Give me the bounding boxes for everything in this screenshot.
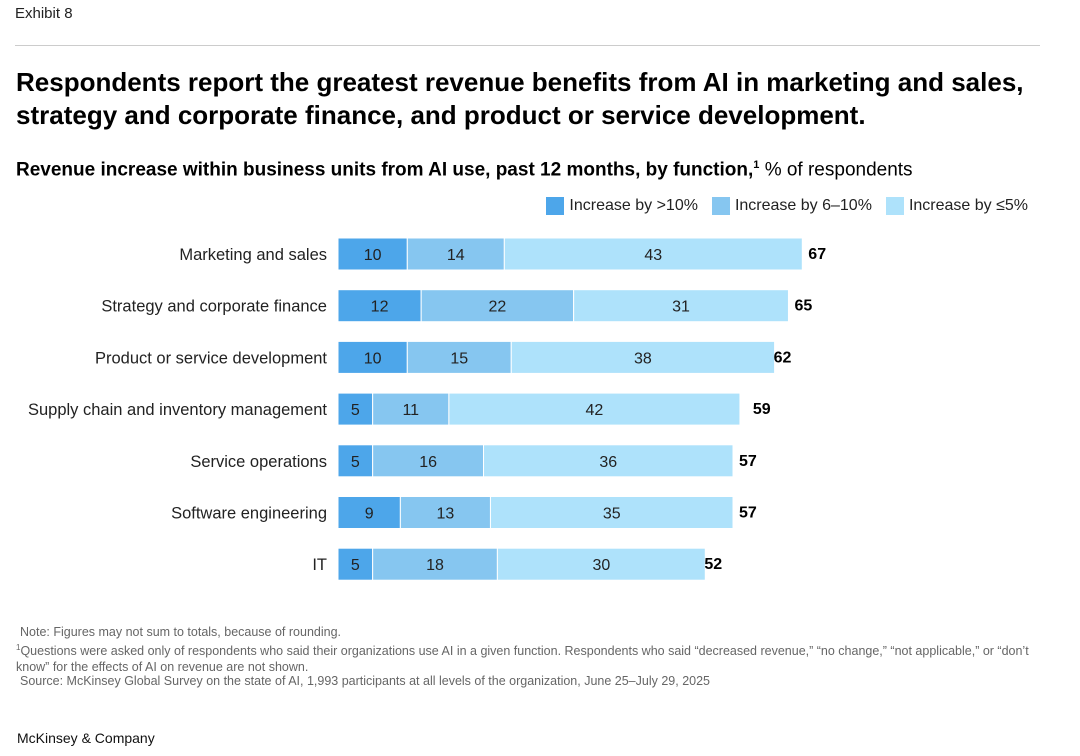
bar-segment: [448, 392, 741, 426]
data-label: 30: [592, 557, 610, 574]
footnote-mark: 1: [16, 643, 21, 652]
data-label: 35: [603, 506, 621, 523]
legend-swatch: [546, 197, 565, 215]
legend-item: Increase by >10%: [546, 197, 698, 215]
data-label: 38: [634, 350, 652, 367]
total-label: 67: [808, 246, 826, 263]
bar-segment: [372, 547, 498, 581]
data-label: 14: [447, 247, 465, 264]
divider: [15, 45, 1040, 46]
bar-chart: Marketing and sales 10 14 43 67 Strategy and …: [28, 237, 826, 581]
footnote-ref: 1: [753, 159, 760, 171]
data-label: 15: [450, 350, 468, 367]
data-label: 22: [488, 299, 506, 316]
bar-segment: [503, 237, 803, 271]
legend-swatch: [711, 197, 730, 215]
data-label: 36: [599, 454, 617, 471]
data-label: 13: [437, 506, 455, 523]
bar-segment: [337, 547, 374, 581]
data-label: 18: [426, 557, 444, 574]
data-label: 12: [371, 299, 389, 316]
data-label: 5: [351, 557, 360, 574]
bar-segment: [420, 289, 575, 323]
category-label: Marketing and sales: [179, 246, 327, 264]
data-label: 10: [364, 350, 382, 367]
total-label: 65: [794, 298, 812, 315]
bar-segment: [573, 289, 789, 323]
footnote: 1Questions were asked only of respondent…: [16, 640, 1046, 675]
legend-swatch: [885, 197, 904, 215]
chart-title: Revenue increase within business units f…: [16, 159, 913, 181]
bar-segment: [337, 237, 408, 271]
data-label: 10: [364, 247, 382, 264]
footnote-text: Questions were asked only of respondents…: [16, 644, 1029, 675]
legend-label: Increase by 6–10%: [734, 197, 872, 214]
bar-segment: [372, 444, 485, 478]
data-label: 42: [586, 402, 604, 419]
bar-segment: [483, 444, 734, 478]
category-label: Service operations: [190, 453, 327, 471]
note: Note: Figures may not sum to totals, bec…: [20, 625, 342, 639]
chart-unit: % of respondents: [764, 159, 913, 181]
legend-item: Increase by ≤5%: [885, 197, 1028, 215]
bar-segment: [337, 392, 374, 426]
bar-segment: [510, 340, 776, 374]
total-label: 52: [704, 556, 722, 573]
exhibit-label: Exhibit 8: [15, 5, 73, 22]
data-label: 16: [419, 454, 437, 471]
category-label: Product or service development: [95, 349, 327, 367]
page-title: Respondents report the greatest revenue …: [16, 67, 1024, 130]
category-label: Software engineering: [171, 505, 327, 523]
bar-segment: [337, 496, 401, 529]
source: Source: McKinsey Global Survey on the st…: [20, 674, 710, 688]
legend-label: Increase by >10%: [569, 197, 698, 214]
legend-label: Increase by ≤5%: [908, 197, 1028, 214]
category-label: Strategy and corporate finance: [101, 298, 327, 316]
category-label: IT: [312, 556, 327, 574]
bar-segment: [406, 340, 512, 374]
data-label: 43: [644, 247, 662, 264]
bar-segment: [399, 496, 491, 529]
bar-segment: [337, 340, 408, 374]
total-label: 57: [739, 505, 757, 522]
chart-title-main: Revenue increase within business units f…: [16, 159, 754, 181]
bar-segment: [337, 444, 374, 478]
bar-segment: [496, 547, 706, 581]
brand-logo: McKinsey & Company: [17, 730, 155, 746]
legend-item: Increase by 6–10%: [711, 197, 872, 215]
bar-segment: [489, 496, 734, 529]
data-label: 9: [365, 506, 374, 523]
data-label: 5: [351, 454, 360, 471]
data-label: 5: [351, 402, 360, 419]
total-label: 59: [753, 401, 771, 418]
total-label: 62: [774, 349, 792, 366]
data-label: 31: [672, 299, 690, 316]
data-label: 11: [402, 402, 419, 419]
legend: Increase by >10% Increase by 6–10% Increas…: [546, 197, 1028, 215]
total-label: 57: [739, 453, 757, 470]
bar-segment: [406, 237, 505, 271]
category-label: Supply chain and inventory management: [28, 401, 327, 419]
